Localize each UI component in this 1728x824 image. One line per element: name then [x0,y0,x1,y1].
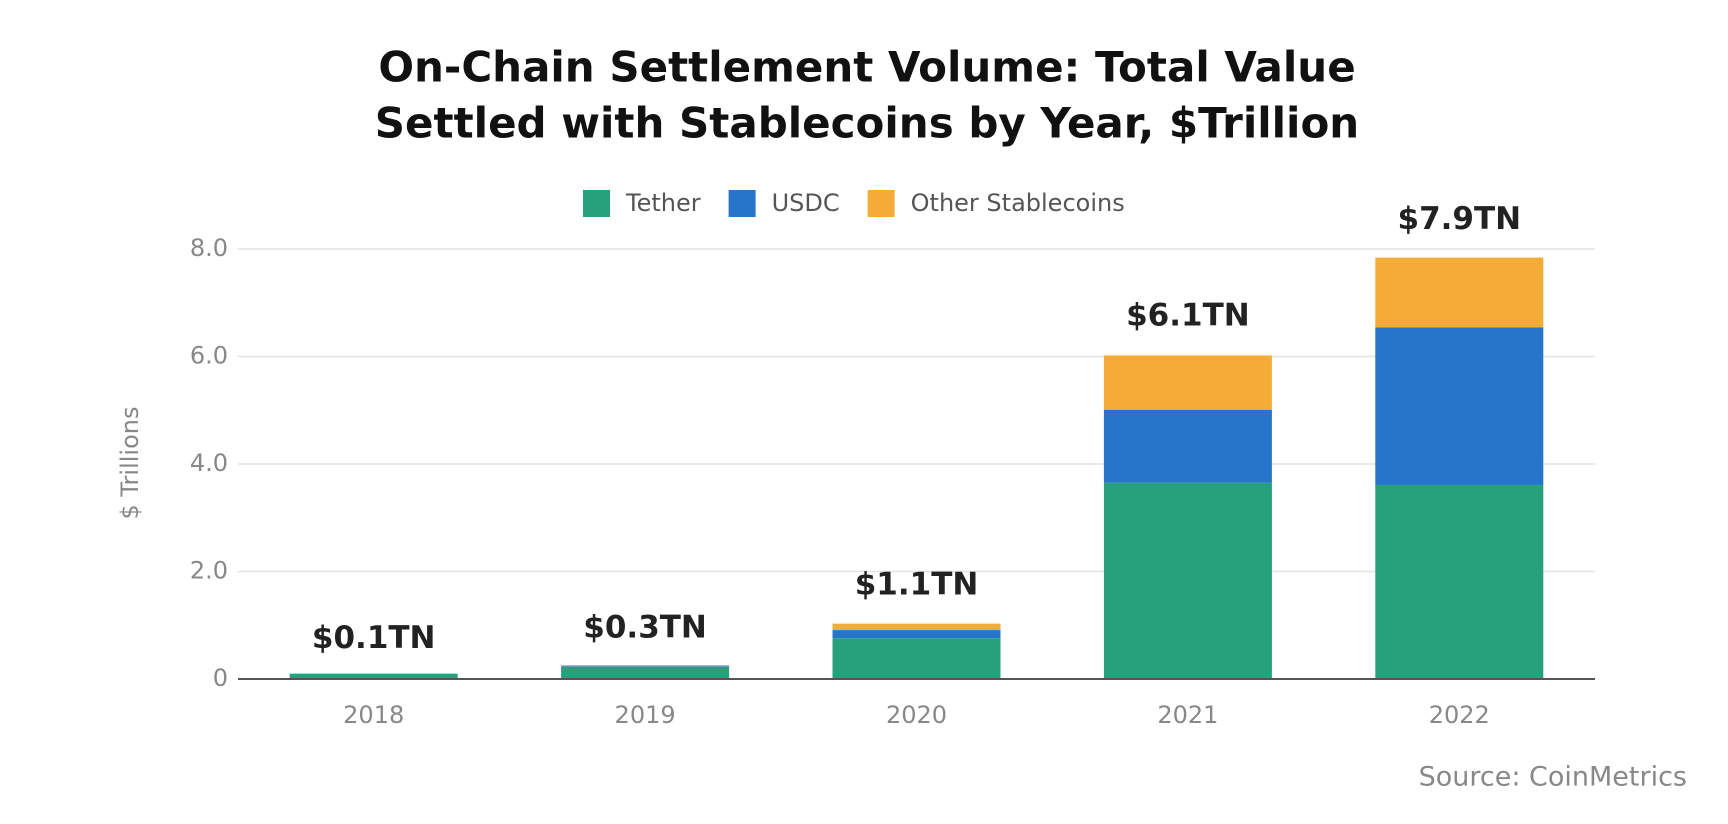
bar-segment [1375,257,1544,328]
legend-label: Other Stablecoins [911,189,1125,217]
legend-swatch [583,190,610,217]
total-label: $1.1TN [855,566,979,602]
bar-segment [1375,484,1544,679]
bar-segment [561,666,730,679]
chart-title: On-Chain Settlement Volume: Total Value [378,43,1355,92]
y-tick-label: 8.0 [190,234,228,262]
x-tick-label: 2019 [615,701,676,729]
bar-segment [1103,482,1272,679]
bar-segment [832,630,1001,639]
total-label: $7.9TN [1398,201,1522,237]
legend-label: Tether [625,189,701,217]
chart-title: Settled with Stablecoins by Year, $Trill… [375,99,1359,148]
bar-segment [832,623,1001,631]
bar-segment [289,673,458,679]
bar-segment [1103,355,1272,410]
y-tick-label: 4.0 [190,449,228,477]
total-label: $6.1TN [1126,298,1250,334]
y-tick-label: 2.0 [190,557,228,585]
x-tick-label: 2018 [343,701,404,729]
bar-segment [832,638,1001,679]
bar-segment [1103,409,1272,483]
legend-label: USDC [772,189,840,217]
legend-swatch [728,190,756,217]
total-label: $0.3TN [583,609,707,645]
y-axis-label: $ Trillions [116,407,144,520]
total-label: $0.1TN [312,620,436,656]
bar-segment [561,666,730,667]
x-tick-label: 2021 [1157,701,1218,729]
y-tick-label: 0 [213,664,228,692]
legend-swatch [867,190,895,217]
x-tick-label: 2022 [1429,701,1490,729]
bar-segment [561,665,730,667]
bar-segment [1375,327,1544,485]
y-tick-label: 6.0 [190,342,228,370]
x-tick-label: 2020 [886,701,947,729]
source: Source: CoinMetrics [1419,762,1687,793]
